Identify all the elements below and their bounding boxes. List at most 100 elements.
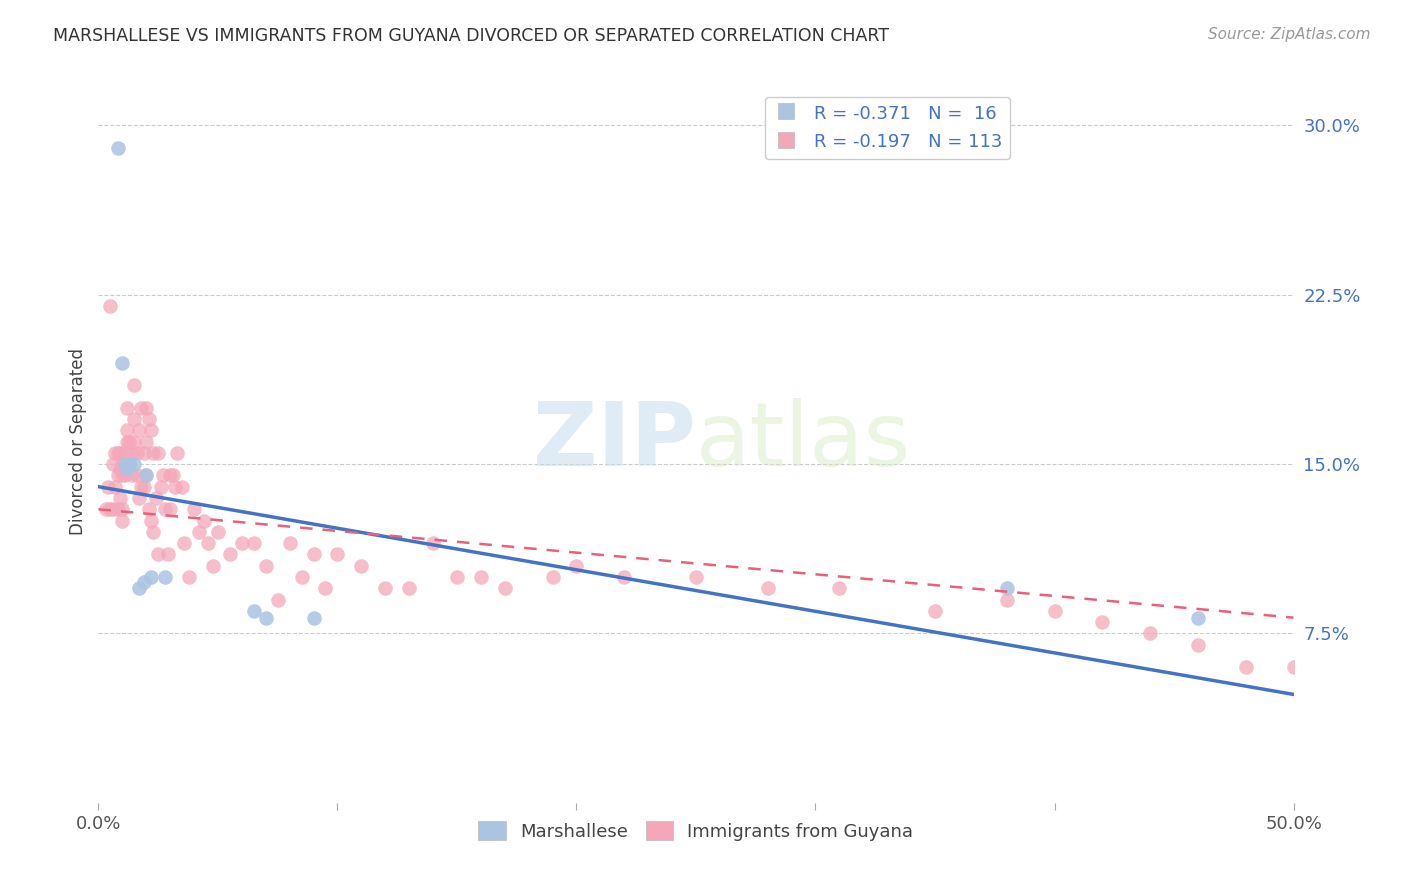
Point bbox=[565, 558, 588, 573]
Point bbox=[145, 491, 167, 505]
Point bbox=[756, 582, 779, 596]
Point bbox=[446, 570, 468, 584]
Point bbox=[183, 502, 205, 516]
Text: ZIP: ZIP bbox=[533, 398, 696, 485]
Point bbox=[118, 457, 141, 471]
Point bbox=[108, 461, 131, 475]
Point bbox=[1378, 687, 1400, 701]
Point bbox=[422, 536, 444, 550]
Point bbox=[135, 401, 157, 415]
Point bbox=[115, 401, 138, 415]
Point bbox=[142, 446, 165, 460]
Point bbox=[94, 502, 117, 516]
Point bbox=[152, 468, 174, 483]
Point bbox=[124, 412, 146, 426]
Point bbox=[139, 423, 162, 437]
Point bbox=[159, 468, 181, 483]
Point bbox=[243, 536, 266, 550]
Point bbox=[494, 582, 516, 596]
Point bbox=[197, 536, 219, 550]
Point bbox=[254, 558, 277, 573]
Point bbox=[114, 457, 136, 471]
Point bbox=[302, 610, 325, 624]
Point bbox=[828, 582, 851, 596]
Point bbox=[398, 582, 420, 596]
Point bbox=[121, 468, 143, 483]
Point bbox=[107, 468, 129, 483]
Point bbox=[124, 434, 146, 449]
Point bbox=[374, 582, 396, 596]
Point bbox=[101, 502, 124, 516]
Point bbox=[1234, 660, 1257, 674]
Point bbox=[108, 491, 131, 505]
Point bbox=[302, 548, 325, 562]
Point bbox=[1187, 610, 1209, 624]
Point bbox=[115, 434, 138, 449]
Point bbox=[159, 502, 181, 516]
Point bbox=[139, 514, 162, 528]
Point bbox=[1306, 672, 1329, 686]
Point bbox=[132, 480, 155, 494]
Point bbox=[108, 446, 131, 460]
Point bbox=[138, 502, 160, 516]
Point bbox=[132, 574, 155, 589]
Point bbox=[187, 524, 209, 539]
Point bbox=[1043, 604, 1066, 618]
Point bbox=[155, 502, 177, 516]
Point bbox=[135, 434, 157, 449]
Point bbox=[1139, 626, 1161, 640]
Point bbox=[128, 491, 150, 505]
Point bbox=[114, 468, 136, 483]
Y-axis label: Divorced or Separated: Divorced or Separated bbox=[69, 348, 87, 535]
Point bbox=[148, 548, 170, 562]
Point bbox=[98, 299, 122, 313]
Point bbox=[149, 480, 172, 494]
Point bbox=[97, 480, 120, 494]
Point bbox=[128, 423, 150, 437]
Point bbox=[685, 570, 707, 584]
Point bbox=[114, 446, 136, 460]
Point bbox=[1187, 638, 1209, 652]
Point bbox=[326, 548, 349, 562]
Point bbox=[98, 502, 122, 516]
Point bbox=[193, 514, 215, 528]
Point bbox=[139, 570, 162, 584]
Point bbox=[995, 582, 1018, 596]
Point bbox=[131, 401, 153, 415]
Point bbox=[1282, 660, 1305, 674]
Point bbox=[162, 468, 184, 483]
Point bbox=[254, 610, 277, 624]
Point bbox=[148, 446, 170, 460]
Point bbox=[135, 468, 157, 483]
Point bbox=[350, 558, 373, 573]
Point bbox=[111, 355, 134, 369]
Point bbox=[1330, 682, 1353, 697]
Text: atlas: atlas bbox=[696, 398, 911, 485]
Point bbox=[207, 524, 229, 539]
Point bbox=[278, 536, 301, 550]
Point bbox=[231, 536, 253, 550]
Point bbox=[541, 570, 564, 584]
Point bbox=[107, 141, 129, 155]
Point bbox=[118, 457, 141, 471]
Point bbox=[111, 502, 134, 516]
Point bbox=[315, 582, 337, 596]
Point bbox=[118, 434, 141, 449]
Point bbox=[1091, 615, 1114, 630]
Point bbox=[115, 423, 138, 437]
Point bbox=[995, 592, 1018, 607]
Point bbox=[125, 446, 148, 460]
Point bbox=[125, 468, 148, 483]
Point bbox=[202, 558, 225, 573]
Point bbox=[243, 604, 266, 618]
Point bbox=[111, 514, 134, 528]
Point bbox=[111, 457, 134, 471]
Point bbox=[132, 446, 155, 460]
Point bbox=[142, 524, 165, 539]
Point bbox=[172, 480, 194, 494]
Point bbox=[124, 457, 146, 471]
Point bbox=[104, 480, 127, 494]
Point bbox=[173, 536, 195, 550]
Point bbox=[107, 502, 129, 516]
Point bbox=[470, 570, 492, 584]
